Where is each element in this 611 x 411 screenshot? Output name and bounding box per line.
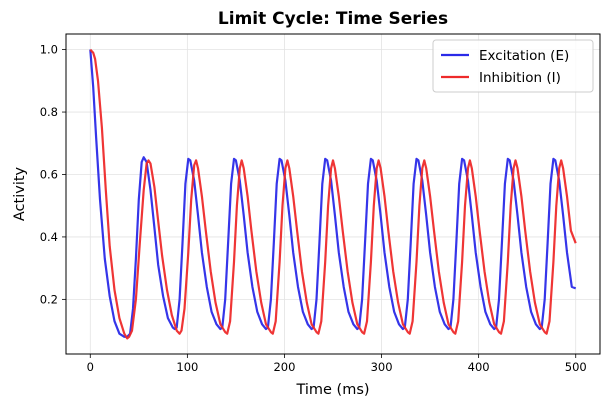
y-tick-label: 1.0 bbox=[40, 43, 58, 57]
legend: Excitation (E) Inhibition (I) bbox=[432, 39, 594, 93]
x-tick-label: 500 bbox=[565, 360, 587, 374]
axis-ticks: 0 100 200 300 400 500 0.2 0.4 0.6 0.8 1.0 bbox=[40, 43, 587, 374]
legend-label: Excitation (E) bbox=[479, 48, 569, 64]
x-tick-label: 400 bbox=[468, 360, 490, 374]
x-tick-label: 100 bbox=[176, 360, 198, 374]
plot-frame bbox=[65, 33, 601, 355]
series-lines bbox=[89, 48, 577, 340]
x-tick-label: 200 bbox=[273, 360, 295, 374]
x-tick-label: 0 bbox=[87, 360, 94, 374]
x-tick-label: 300 bbox=[371, 360, 393, 374]
y-axis-label: Activity bbox=[12, 166, 28, 221]
series-line-inhibition bbox=[89, 48, 577, 340]
chart-title: Limit Cycle: Time Series bbox=[218, 9, 448, 29]
y-tick-label: 0.8 bbox=[40, 105, 58, 119]
x-axis-label: Time (ms) bbox=[295, 382, 369, 398]
y-tick-label: 0.6 bbox=[40, 167, 58, 181]
legend-label: Inhibition (I) bbox=[479, 70, 561, 86]
legend-box bbox=[432, 39, 594, 93]
y-tick-label: 0.2 bbox=[40, 292, 58, 306]
y-tick-label: 0.4 bbox=[40, 230, 58, 244]
